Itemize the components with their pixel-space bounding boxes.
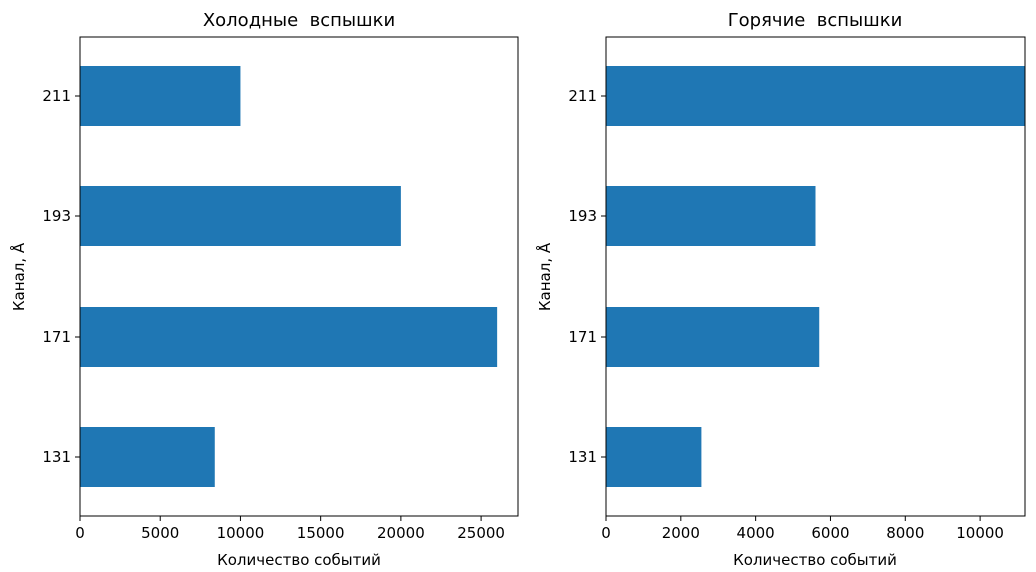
cold-x-tick-label: 20000 [377, 524, 425, 542]
hot-plot-area: 131 171 193 211 0 2000 4000 6000 8000 10000 [568, 36, 1026, 542]
cold-y-tick-label: 131 [42, 448, 71, 466]
cold-x-tick-label: 0 [75, 524, 85, 542]
hot-x-tick-label: 8000 [886, 524, 924, 542]
hot-bar-171 [606, 307, 820, 367]
hot-x-tick-label: 0 [601, 524, 611, 542]
cold-y-tick-label: 171 [42, 328, 71, 346]
hot-x-tick-label: 10000 [956, 524, 1004, 542]
cold-x-tick-label: 5000 [141, 524, 179, 542]
cold-plot-area: 131 171 193 211 0 5000 10000 15000 20000 25000 [42, 36, 519, 542]
hot-bar-211 [606, 66, 1025, 126]
cold-bar-131 [80, 427, 215, 487]
hot-x-tick-label: 6000 [811, 524, 849, 542]
cold-axes-frame [79, 36, 519, 517]
hot-x-tick-label: 4000 [737, 524, 775, 542]
hot-y-axis-label: Канал, Å [535, 242, 554, 311]
hot-flares-chart: Горячие вспышки Количество событий Канал… [535, 10, 1026, 569]
hot-y-tick-label: 131 [568, 448, 597, 466]
hot-y-tick-label: 193 [568, 207, 597, 225]
cold-x-axis-label: Количество событий [217, 551, 381, 569]
cold-y-tick-label: 193 [42, 207, 71, 225]
hot-x-axis-label: Количество событий [733, 551, 897, 569]
hot-bar-193 [606, 186, 816, 246]
cold-y-tick-label: 211 [42, 87, 71, 105]
cold-flares-chart: Холодные вспышки Количество событий Кана… [9, 10, 519, 569]
hot-bar-131 [606, 427, 702, 487]
cold-y-axis-label: Канал, Å [9, 242, 28, 311]
cold-x-tick-label: 15000 [297, 524, 345, 542]
hot-x-tick-label: 2000 [662, 524, 700, 542]
hot-y-tick-label: 171 [568, 328, 597, 346]
cold-x-tick-label: 10000 [217, 524, 265, 542]
cold-bar-171 [80, 307, 498, 367]
hot-chart-title: Горячие вспышки [728, 10, 903, 31]
cold-bar-193 [80, 186, 401, 246]
cold-bar-211 [80, 66, 241, 126]
cold-chart-title: Холодные вспышки [203, 10, 395, 31]
hot-y-tick-label: 211 [568, 87, 597, 105]
cold-x-tick-label: 25000 [457, 524, 505, 542]
hot-axes-frame [605, 36, 1026, 517]
